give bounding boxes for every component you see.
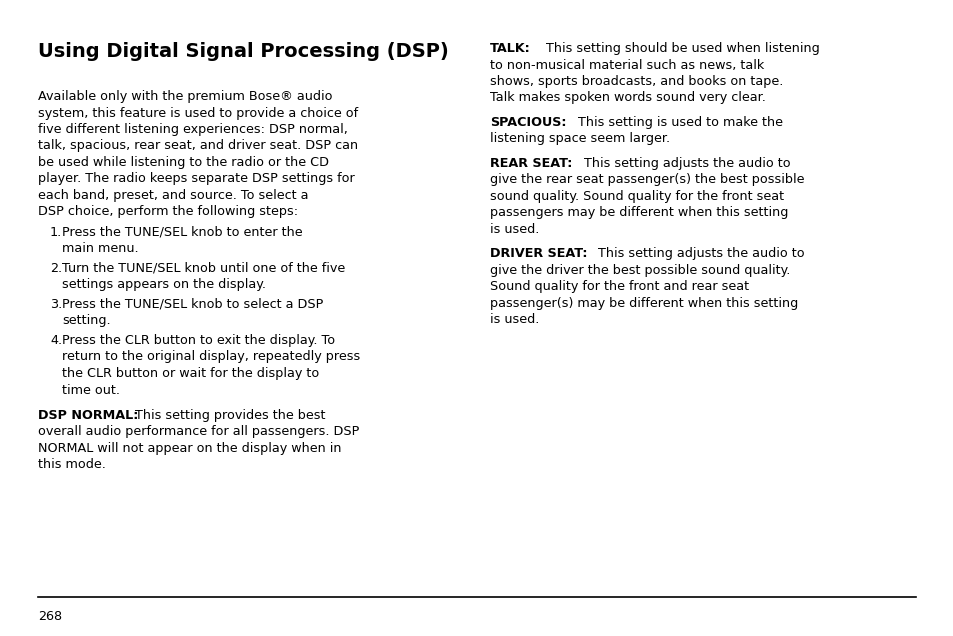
Text: player. The radio keeps separate DSP settings for: player. The radio keeps separate DSP set… bbox=[38, 172, 355, 186]
Text: setting.: setting. bbox=[62, 314, 111, 328]
Text: main menu.: main menu. bbox=[62, 242, 138, 256]
Text: Press the TUNE/SEL knob to select a DSP: Press the TUNE/SEL knob to select a DSP bbox=[62, 298, 323, 311]
Text: five different listening experiences: DSP normal,: five different listening experiences: DS… bbox=[38, 123, 348, 136]
Text: each band, preset, and source. To select a: each band, preset, and source. To select… bbox=[38, 189, 308, 202]
Text: give the rear seat passenger(s) the best possible: give the rear seat passenger(s) the best… bbox=[490, 174, 803, 186]
Text: listening space seem larger.: listening space seem larger. bbox=[490, 132, 669, 146]
Text: Press the CLR button to exit the display. To: Press the CLR button to exit the display… bbox=[62, 334, 335, 347]
Text: is used.: is used. bbox=[490, 223, 538, 236]
Text: 268: 268 bbox=[38, 610, 62, 623]
Text: the CLR button or wait for the display to: the CLR button or wait for the display t… bbox=[62, 367, 319, 380]
Text: this mode.: this mode. bbox=[38, 459, 106, 471]
Text: give the driver the best possible sound quality.: give the driver the best possible sound … bbox=[490, 264, 789, 277]
Text: REAR SEAT:: REAR SEAT: bbox=[490, 157, 572, 170]
Text: TALK:: TALK: bbox=[490, 42, 530, 55]
Text: passenger(s) may be different when this setting: passenger(s) may be different when this … bbox=[490, 297, 798, 310]
Text: This setting adjusts the audio to: This setting adjusts the audio to bbox=[579, 157, 790, 170]
Text: SPACIOUS:: SPACIOUS: bbox=[490, 116, 566, 129]
Text: This setting should be used when listening: This setting should be used when listeni… bbox=[541, 42, 819, 55]
Text: sound quality. Sound quality for the front seat: sound quality. Sound quality for the fro… bbox=[490, 190, 783, 203]
Text: shows, sports broadcasts, and books on tape.: shows, sports broadcasts, and books on t… bbox=[490, 75, 782, 88]
Text: DSP NORMAL:: DSP NORMAL: bbox=[38, 409, 138, 422]
Text: return to the original display, repeatedly press: return to the original display, repeated… bbox=[62, 350, 360, 364]
Text: Using Digital Signal Processing (DSP): Using Digital Signal Processing (DSP) bbox=[38, 42, 448, 61]
Text: Sound quality for the front and rear seat: Sound quality for the front and rear sea… bbox=[490, 280, 748, 293]
Text: This setting adjusts the audio to: This setting adjusts the audio to bbox=[594, 247, 803, 261]
Text: time out.: time out. bbox=[62, 384, 120, 396]
Text: DRIVER SEAT:: DRIVER SEAT: bbox=[490, 247, 587, 261]
Text: 4.: 4. bbox=[50, 334, 62, 347]
Text: passengers may be different when this setting: passengers may be different when this se… bbox=[490, 207, 787, 219]
Text: to non-musical material such as news, talk: to non-musical material such as news, ta… bbox=[490, 59, 763, 71]
Text: settings appears on the display.: settings appears on the display. bbox=[62, 279, 266, 291]
Text: talk, spacious, rear seat, and driver seat. DSP can: talk, spacious, rear seat, and driver se… bbox=[38, 139, 357, 153]
Text: overall audio performance for all passengers. DSP: overall audio performance for all passen… bbox=[38, 425, 359, 438]
Text: 3.: 3. bbox=[50, 298, 62, 311]
Text: system, this feature is used to provide a choice of: system, this feature is used to provide … bbox=[38, 106, 357, 120]
Text: 2.: 2. bbox=[50, 262, 62, 275]
Text: Turn the TUNE/SEL knob until one of the five: Turn the TUNE/SEL knob until one of the … bbox=[62, 262, 345, 275]
Text: This setting provides the best: This setting provides the best bbox=[131, 409, 325, 422]
Text: Press the TUNE/SEL knob to enter the: Press the TUNE/SEL knob to enter the bbox=[62, 226, 302, 239]
Text: Talk makes spoken words sound very clear.: Talk makes spoken words sound very clear… bbox=[490, 92, 765, 104]
Text: This setting is used to make the: This setting is used to make the bbox=[574, 116, 782, 129]
Text: is used.: is used. bbox=[490, 314, 538, 326]
Text: DSP choice, perform the following steps:: DSP choice, perform the following steps: bbox=[38, 205, 297, 219]
Text: NORMAL will not appear on the display when in: NORMAL will not appear on the display wh… bbox=[38, 442, 341, 455]
Text: 1.: 1. bbox=[50, 226, 62, 239]
Text: Available only with the premium Bose® audio: Available only with the premium Bose® au… bbox=[38, 90, 333, 103]
Text: be used while listening to the radio or the CD: be used while listening to the radio or … bbox=[38, 156, 329, 169]
